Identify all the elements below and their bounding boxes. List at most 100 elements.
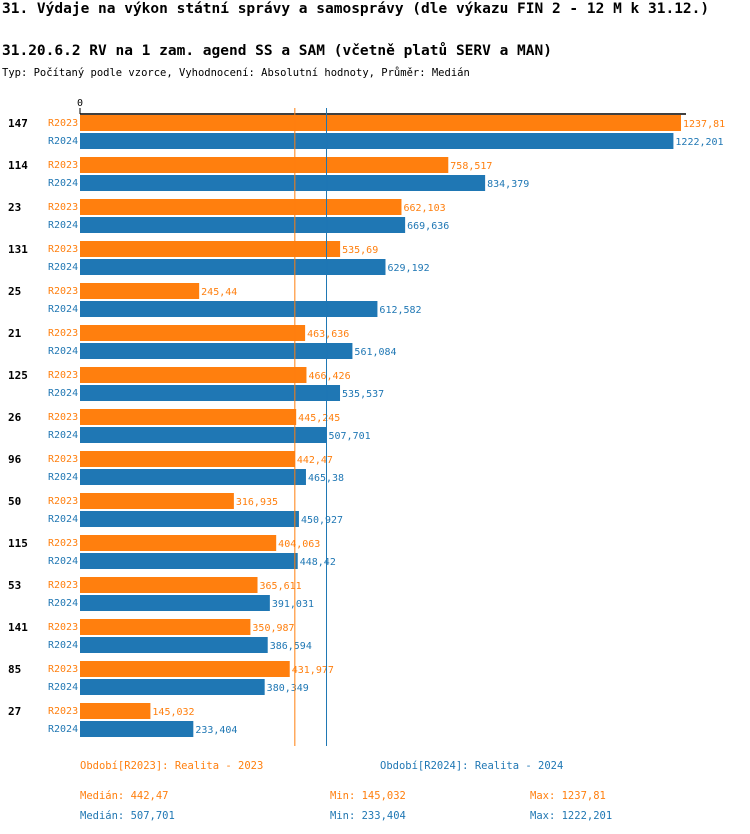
bar-r2024: [80, 427, 327, 443]
data-label-r2023: 365,611: [260, 581, 302, 592]
bar-r2023: [80, 409, 297, 425]
chart-subtitle: 31.20.6.2 RV na 1 zam. agend SS a SAM (v…: [2, 43, 552, 59]
data-label-r2024: 629,192: [387, 263, 429, 274]
series-label-r2024: R2024: [48, 220, 78, 231]
bar-chart: 0 147 R2023 1237,81 R2024 1222,201 114 R2023 758…: [8, 98, 725, 746]
series-label-r2024: R2024: [48, 640, 78, 651]
bar-r2024: [80, 679, 265, 695]
stat-min-2024: Min: 233,404: [330, 810, 406, 822]
data-label-r2024: 1222,201: [675, 137, 723, 148]
data-label-r2024: 450,927: [301, 515, 343, 526]
category-label: 85: [8, 663, 21, 676]
bar-r2024: [80, 511, 299, 527]
category-label: 125: [8, 369, 28, 382]
data-label-r2023: 466,426: [308, 371, 350, 382]
data-label-r2023: 662,103: [403, 203, 445, 214]
data-label-r2023: 1237,81: [683, 119, 725, 130]
series-label-r2024: R2024: [48, 388, 78, 399]
series-label-r2023: R2023: [48, 244, 78, 255]
series-label-r2023: R2023: [48, 286, 78, 297]
data-label-r2024: 834,379: [487, 179, 529, 190]
data-label-r2023: 445,245: [298, 413, 340, 424]
series-label-r2023: R2023: [48, 454, 78, 465]
bar-r2023: [80, 367, 307, 383]
bar-r2023: [80, 241, 341, 257]
data-label-r2024: 612,582: [379, 305, 421, 316]
series-label-r2024: R2024: [48, 682, 78, 693]
series-label-r2023: R2023: [48, 160, 78, 171]
data-label-r2023: 145,032: [152, 707, 194, 718]
stat-median-2024: Medián: 507,701: [80, 810, 175, 822]
category-label: 115: [8, 537, 28, 550]
series-label-r2024: R2024: [48, 136, 78, 147]
bar-r2023: [80, 451, 295, 467]
data-label-r2024: 669,636: [407, 221, 449, 232]
series-label-r2023: R2023: [48, 706, 78, 717]
data-label-r2023: 350,987: [252, 623, 294, 634]
series-label-r2024: R2024: [48, 514, 78, 525]
legend-period-2024: Období[R2024]: Realita - 2024: [380, 760, 564, 772]
bar-r2024: [80, 259, 386, 275]
bar-r2023: [80, 619, 251, 635]
bar-r2023: [80, 661, 290, 677]
bar-r2024: [80, 595, 270, 611]
series-label-r2023: R2023: [48, 538, 78, 549]
series-label-r2024: R2024: [48, 556, 78, 567]
bar-r2023: [80, 703, 151, 719]
category-label: 141: [8, 621, 28, 634]
bar-r2024: [80, 721, 194, 737]
bar-r2023: [80, 199, 402, 215]
series-label-r2024: R2024: [48, 304, 78, 315]
series-label-r2023: R2023: [48, 622, 78, 633]
bar-r2024: [80, 343, 353, 359]
series-label-r2024: R2024: [48, 346, 78, 357]
series-label-r2024: R2024: [48, 598, 78, 609]
series-label-r2024: R2024: [48, 178, 78, 189]
bar-r2024: [80, 301, 378, 317]
series-label-r2023: R2023: [48, 370, 78, 381]
bar-r2024: [80, 385, 341, 401]
category-label: 21: [8, 327, 22, 340]
bar-r2023: [80, 115, 681, 131]
series-label-r2023: R2023: [48, 664, 78, 675]
data-label-r2023: 535,69: [342, 245, 378, 256]
category-label: 131: [8, 243, 28, 256]
bar-r2023: [80, 535, 277, 551]
series-label-r2024: R2024: [48, 262, 78, 273]
series-label-r2023: R2023: [48, 580, 78, 591]
data-label-r2024: 535,537: [342, 389, 384, 400]
data-label-r2023: 245,44: [201, 287, 237, 298]
data-label-r2024: 507,701: [329, 431, 371, 442]
category-label: 96: [8, 453, 22, 466]
category-label: 23: [8, 201, 21, 214]
series-label-r2023: R2023: [48, 328, 78, 339]
series-label-r2024: R2024: [48, 430, 78, 441]
category-label: 114: [8, 159, 28, 172]
data-label-r2024: 386,594: [270, 641, 312, 652]
bar-r2023: [80, 325, 306, 341]
legend-period-2023: Období[R2023]: Realita - 2023: [80, 760, 264, 772]
category-label: 53: [8, 579, 21, 592]
series-label-r2023: R2023: [48, 496, 78, 507]
stat-min-2023: Min: 145,032: [330, 790, 406, 802]
data-label-r2023: 404,063: [278, 539, 320, 550]
chart-title: 31. Výdaje na výkon státní správy a samo…: [2, 1, 710, 17]
data-label-r2024: 561,084: [354, 347, 396, 358]
bar-r2024: [80, 553, 298, 569]
data-label-r2023: 431,977: [292, 665, 334, 676]
series-label-r2024: R2024: [48, 472, 78, 483]
series-label-r2023: R2023: [48, 118, 78, 129]
bar-r2023: [80, 577, 258, 593]
chart-type-info: Typ: Počítaný podle vzorce, Vyhodnocení:…: [2, 67, 470, 79]
data-label-r2024: 233,404: [195, 725, 237, 736]
series-label-r2023: R2023: [48, 412, 78, 423]
data-label-r2023: 758,517: [450, 161, 492, 172]
data-label-r2023: 442,47: [297, 455, 333, 466]
category-label: 147: [8, 117, 28, 130]
data-label-r2024: 380,349: [267, 683, 309, 694]
bar-r2024: [80, 637, 268, 653]
series-label-r2023: R2023: [48, 202, 78, 213]
bar-r2024: [80, 469, 306, 485]
data-label-r2023: 463,636: [307, 329, 349, 340]
bar-r2023: [80, 157, 449, 173]
